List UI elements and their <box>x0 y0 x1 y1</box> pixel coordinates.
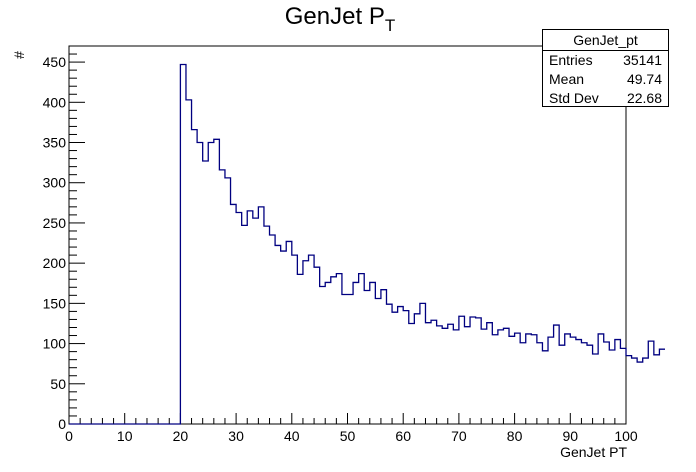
stats-row-mean: Mean 49.74 <box>543 70 668 89</box>
y-tick-label: 150 <box>43 295 67 311</box>
stats-value: 35141 <box>623 52 662 68</box>
x-tick-label: 80 <box>507 428 523 444</box>
stats-row-stddev: Std Dev 22.68 <box>543 89 668 108</box>
stats-label: Std Dev <box>549 90 599 106</box>
stats-value: 22.68 <box>626 90 662 106</box>
x-tick-label: 30 <box>228 428 244 444</box>
chart-title: GenJet PT <box>285 3 395 35</box>
x-tick-label: 40 <box>284 428 300 444</box>
y-tick-label: 0 <box>58 416 66 432</box>
y-tick-label: 400 <box>43 94 67 110</box>
x-tick-label: 50 <box>340 428 356 444</box>
stats-label: Mean <box>549 71 585 87</box>
x-tick-label: 20 <box>173 428 189 444</box>
stats-row-entries: Entries 35141 <box>543 51 668 70</box>
stats-value: 49.74 <box>626 71 662 87</box>
y-tick-label: 200 <box>43 255 67 271</box>
x-tick-label: 100 <box>614 428 638 444</box>
y-tick-label: 450 <box>43 54 67 70</box>
y-tick-label: 300 <box>43 175 67 191</box>
x-axis-label: GenJet PT <box>560 444 627 460</box>
y-axis-label: # <box>11 51 27 59</box>
chart-title-subscript: T <box>385 16 395 35</box>
x-tick-label: 10 <box>117 428 133 444</box>
y-tick-label: 350 <box>43 135 67 151</box>
x-tick-label: 0 <box>65 428 73 444</box>
stats-label: Entries <box>549 52 593 68</box>
x-tick-label: 60 <box>395 428 411 444</box>
y-tick-label: 100 <box>43 336 67 352</box>
histogram-series-line <box>69 63 665 425</box>
stats-box-title: GenJet_pt <box>543 30 668 51</box>
y-tick-label: 250 <box>43 215 67 231</box>
x-tick-label: 70 <box>451 428 467 444</box>
y-tick-label: 50 <box>50 376 66 392</box>
x-tick-label: 90 <box>563 428 579 444</box>
stats-box: GenJet_pt Entries 35141 Mean 49.74 Std D… <box>542 29 669 107</box>
